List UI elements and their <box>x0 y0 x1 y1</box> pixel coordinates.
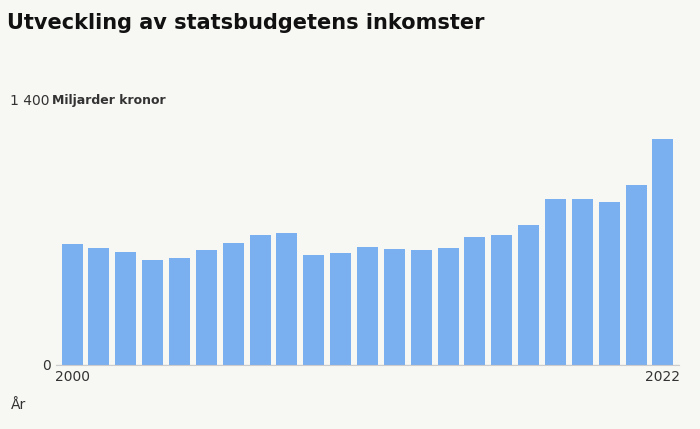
Bar <box>330 253 351 365</box>
Bar <box>626 185 647 365</box>
Bar <box>142 260 163 365</box>
Bar <box>357 247 378 365</box>
Bar <box>384 249 405 365</box>
Bar <box>169 258 190 365</box>
Bar <box>88 248 109 365</box>
Bar <box>598 202 620 365</box>
Text: 1 400: 1 400 <box>10 94 50 108</box>
Bar <box>545 199 566 365</box>
Bar <box>196 250 217 365</box>
Bar <box>276 233 298 365</box>
Bar <box>303 255 324 365</box>
Bar <box>491 235 512 365</box>
Bar <box>652 139 673 365</box>
Bar <box>223 243 244 365</box>
Bar <box>62 244 83 365</box>
Bar <box>411 250 432 365</box>
Bar <box>572 199 593 365</box>
Bar <box>438 248 458 365</box>
Bar <box>250 235 271 365</box>
Text: År: År <box>10 398 26 412</box>
Text: Miljarder kronor: Miljarder kronor <box>52 94 166 107</box>
Bar <box>518 225 539 365</box>
Bar <box>116 252 136 365</box>
Bar <box>464 237 485 365</box>
Text: Utveckling av statsbudgetens inkomster: Utveckling av statsbudgetens inkomster <box>7 13 484 33</box>
